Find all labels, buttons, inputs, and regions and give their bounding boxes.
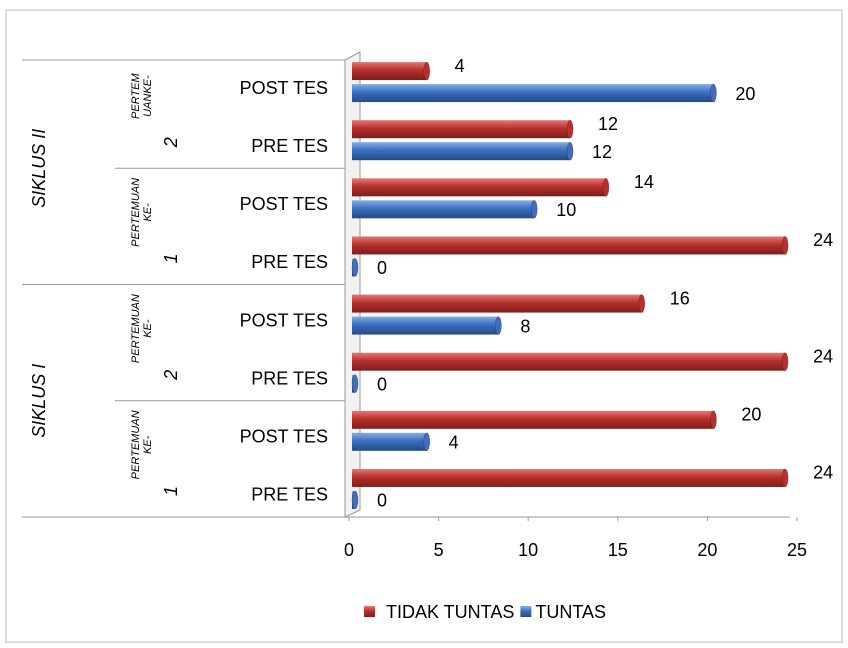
y-tick-label: POST TES [240, 78, 328, 98]
x-tick-label: 20 [697, 540, 717, 560]
bar-cap [423, 432, 430, 451]
data-label: 10 [556, 200, 576, 220]
data-label: 12 [592, 142, 612, 162]
bar-cap [423, 61, 430, 81]
data-label: 4 [449, 433, 459, 453]
x-tick-label: 15 [608, 540, 628, 560]
data-label: 24 [813, 346, 833, 366]
data-label: 14 [634, 172, 654, 192]
frame [5, 9, 843, 643]
bar-cap [351, 490, 359, 510]
bar [352, 62, 427, 81]
bar [352, 142, 571, 161]
data-label: 16 [670, 288, 690, 308]
subgroup-number: 1 [161, 486, 181, 496]
subgroup-label: PERTEM [130, 72, 142, 118]
bar-cap [566, 142, 574, 161]
data-label: 4 [455, 56, 465, 76]
legend-label: TIDAK TUNTAS [386, 602, 514, 622]
bar-cap [351, 258, 359, 277]
subgroup-label: PERTEMUAN [130, 178, 142, 247]
bar-cap [566, 120, 574, 139]
legend-swatch [364, 606, 375, 617]
data-label: 0 [377, 258, 387, 278]
subgroup-label: PERTEMUAN [130, 294, 142, 363]
subgroup-number: 1 [161, 253, 181, 263]
subgroup-number: 2 [161, 370, 181, 381]
y-tick-label: POST TES [240, 427, 328, 447]
bar [352, 468, 786, 487]
bar [352, 200, 535, 219]
data-label: 12 [598, 114, 618, 134]
y-tick-label: PRE TES [251, 485, 328, 505]
subgroup-number: 2 [161, 137, 181, 148]
bar-cap [638, 294, 645, 313]
y-tick-label: POST TES [240, 310, 328, 330]
legend-swatch [520, 606, 532, 617]
bar-cap [602, 178, 610, 197]
subgroup-label: PERTEMUAN [130, 410, 142, 479]
bar-cap [710, 83, 717, 103]
y-tick-label: PRE TES [251, 136, 328, 156]
bar-cap [781, 468, 789, 488]
subgroup-label: UANKE- [142, 75, 154, 117]
bar-cap [781, 352, 789, 371]
data-label: 8 [520, 316, 530, 336]
x-tick-label: 10 [518, 540, 538, 560]
data-label: 20 [741, 405, 761, 425]
data-label: 20 [735, 84, 755, 104]
bar [352, 120, 571, 139]
group-label: SIKLUS II [29, 129, 49, 208]
x-tick-label: 0 [344, 540, 354, 560]
group-label: SIKLUS I [29, 364, 49, 438]
bar-cap [781, 236, 789, 255]
legend-label: TUNTAS [535, 602, 606, 622]
bar [352, 432, 427, 451]
subgroup-label: KE- [142, 203, 154, 222]
bar-cap [495, 316, 502, 335]
y-tick-label: PRE TES [251, 368, 328, 388]
bar [352, 410, 714, 429]
bar [352, 178, 606, 197]
x-tick-label: 5 [434, 540, 444, 560]
data-label: 24 [813, 463, 833, 483]
x-tick-label: 25 [787, 540, 807, 560]
data-label: 0 [377, 491, 387, 511]
bar [352, 84, 714, 103]
bar-cap [531, 200, 538, 219]
data-label: 0 [377, 374, 387, 394]
y-tick-label: POST TES [240, 194, 328, 214]
bar [352, 316, 499, 335]
bar-cap [710, 410, 717, 429]
subgroup-label: KE- [142, 319, 154, 338]
bar [352, 352, 786, 371]
axis-wall [344, 51, 361, 518]
y-tick-label: PRE TES [251, 252, 328, 272]
bar-cap [351, 374, 359, 393]
subgroup-label: KE- [142, 435, 154, 454]
data-label: 24 [813, 230, 833, 250]
bar [352, 236, 786, 255]
bar [352, 294, 642, 313]
